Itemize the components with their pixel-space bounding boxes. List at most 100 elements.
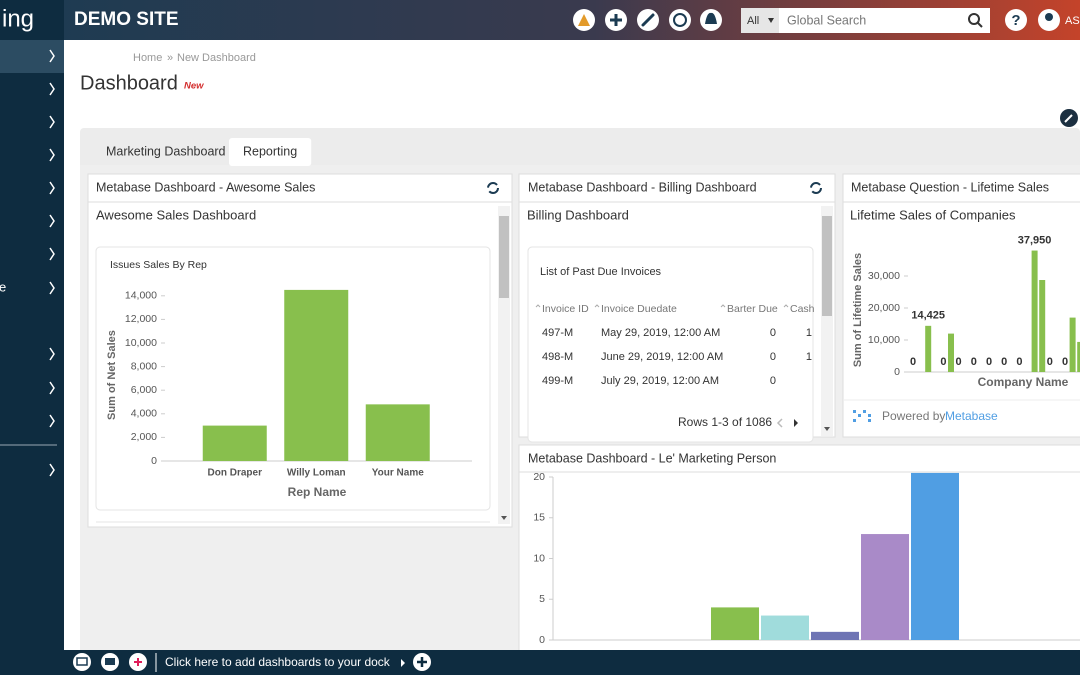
logo-dot bbox=[868, 414, 871, 417]
panel-subtitle: Lifetime Sales of Companies bbox=[850, 207, 1016, 222]
help-glyph: ? bbox=[1011, 12, 1020, 29]
bar bbox=[948, 333, 954, 372]
tab[interactable]: Reporting bbox=[243, 144, 297, 158]
data-label: 14,425 bbox=[911, 310, 945, 322]
x-axis-label: Company Name bbox=[978, 375, 1069, 389]
metabase-logo bbox=[853, 410, 871, 422]
y-tick-label: 2,000 bbox=[131, 431, 157, 443]
breadcrumb-separator: » bbox=[167, 52, 173, 64]
user-name[interactable]: AS bbox=[1065, 15, 1080, 27]
sidebar-chevron[interactable] bbox=[49, 148, 55, 162]
dock-add-glyph bbox=[417, 657, 427, 667]
bar bbox=[861, 534, 909, 640]
sidebar bbox=[0, 40, 64, 650]
search-scope[interactable]: All bbox=[747, 15, 759, 27]
icon-glyph bbox=[578, 14, 590, 26]
y-tick-label: 5 bbox=[539, 593, 545, 605]
panel-title: Metabase Dashboard - Billing Dashboard bbox=[528, 180, 757, 194]
bar bbox=[711, 607, 759, 640]
scroll-arrow[interactable] bbox=[824, 427, 830, 431]
panel-subtitle: Billing Dashboard bbox=[527, 207, 629, 222]
sidebar-chevron[interactable] bbox=[49, 214, 55, 228]
active-tab[interactable] bbox=[229, 138, 312, 166]
sidebar-chevron[interactable] bbox=[49, 49, 55, 63]
column-header[interactable]: Invoice Duedate bbox=[601, 303, 677, 315]
sidebar-chevron[interactable] bbox=[49, 115, 55, 129]
prev-page[interactable] bbox=[776, 418, 783, 428]
table-cell: 497-M bbox=[542, 327, 573, 339]
y-tick-label: 14,000 bbox=[125, 290, 157, 302]
logo[interactable]: ing bbox=[2, 5, 34, 32]
refresh-icon[interactable] bbox=[487, 182, 499, 194]
sidebar-item-label[interactable]: e bbox=[0, 279, 6, 294]
tab[interactable]: Marketing Dashboard bbox=[106, 144, 226, 158]
sidebar-chevron[interactable] bbox=[49, 281, 55, 295]
panel-title: Metabase Question - Lifetime Sales bbox=[851, 180, 1049, 194]
column-header[interactable]: Cash bbox=[790, 303, 815, 315]
charts: Issues Sales By Rep 0 2,000 4,000 6,000 8,000… bbox=[106, 234, 1080, 646]
search-scope-box[interactable] bbox=[741, 8, 779, 33]
logo-dot bbox=[868, 419, 871, 422]
next-page[interactable] bbox=[794, 419, 798, 427]
search-placeholder: Global Search bbox=[787, 13, 866, 27]
bar bbox=[911, 472, 959, 640]
sidebar-chevron[interactable] bbox=[49, 247, 55, 261]
search-icon[interactable] bbox=[968, 13, 980, 25]
dock-icon-glyph bbox=[134, 658, 142, 666]
icon-glyph bbox=[641, 13, 655, 27]
bar bbox=[925, 325, 932, 372]
scroll-arrow[interactable] bbox=[501, 516, 507, 520]
sidebar-chevron[interactable] bbox=[49, 463, 55, 477]
logo-dot bbox=[853, 410, 856, 413]
dock-icon-glyph bbox=[105, 658, 115, 665]
data-label: 0 bbox=[986, 356, 992, 368]
icon-history[interactable] bbox=[669, 9, 691, 31]
panel-subtitle: Awesome Sales Dashboard bbox=[96, 207, 256, 222]
scrollbar-thumb[interactable] bbox=[822, 216, 832, 316]
y-tick-label: 4,000 bbox=[131, 408, 157, 420]
site-name: DEMO SITE bbox=[74, 9, 179, 30]
data-label: 0 bbox=[1062, 356, 1068, 368]
dock-text[interactable]: Click here to add dashboards to your doc… bbox=[165, 655, 391, 669]
search-input[interactable] bbox=[779, 8, 990, 33]
y-tick-label: 30,000 bbox=[868, 270, 900, 282]
bar bbox=[1039, 280, 1046, 372]
refresh-icon[interactable] bbox=[810, 182, 822, 194]
x-tick-label: Your Name bbox=[372, 468, 424, 479]
breadcrumb-home[interactable]: Home bbox=[133, 52, 162, 64]
y-tick-label: 6,000 bbox=[131, 384, 157, 396]
table-cell: 1 bbox=[806, 351, 812, 363]
bar bbox=[365, 404, 430, 461]
scrollbar-thumb[interactable] bbox=[499, 216, 509, 298]
avatar-glyph bbox=[1045, 13, 1053, 21]
table-title: List of Past Due Invoices bbox=[540, 266, 662, 278]
y-tick-label: 0 bbox=[539, 634, 545, 646]
help-icon[interactable] bbox=[1005, 9, 1027, 31]
bar bbox=[1077, 341, 1080, 372]
metabase-link[interactable]: Metabase bbox=[945, 409, 998, 423]
y-axis-label: Sum of Net Sales bbox=[106, 330, 118, 420]
column-header[interactable]: Invoice ID bbox=[542, 303, 589, 315]
column-header[interactable]: Barter Due bbox=[727, 303, 778, 315]
x-tick-label: Willy Loman bbox=[287, 468, 346, 479]
sidebar-chevron[interactable] bbox=[49, 381, 55, 395]
dock-icon-mail[interactable] bbox=[73, 653, 91, 671]
dock-icon-glyph bbox=[76, 657, 88, 666]
y-tick-label: 12,000 bbox=[125, 313, 157, 325]
y-tick-label: 0 bbox=[151, 455, 157, 467]
table-pagination: Rows 1-3 of 1086 bbox=[678, 415, 772, 429]
data-label: 0 bbox=[910, 356, 916, 368]
dock-arrow bbox=[401, 659, 405, 667]
sort-caret bbox=[720, 304, 726, 308]
sidebar-chevron[interactable] bbox=[49, 347, 55, 361]
data-label: 0 bbox=[956, 356, 962, 368]
panel-title: Metabase Dashboard - Le' Marketing Perso… bbox=[528, 451, 776, 465]
icon-glyph bbox=[673, 13, 687, 27]
sidebar-chevron[interactable] bbox=[49, 414, 55, 428]
table-cell: 0 bbox=[770, 327, 776, 339]
bar bbox=[284, 289, 349, 461]
chart-title: Issues Sales By Rep bbox=[110, 259, 207, 271]
x-tick-label: Don Draper bbox=[208, 468, 263, 479]
sidebar-chevron[interactable] bbox=[49, 82, 55, 96]
sidebar-chevron[interactable] bbox=[49, 181, 55, 195]
